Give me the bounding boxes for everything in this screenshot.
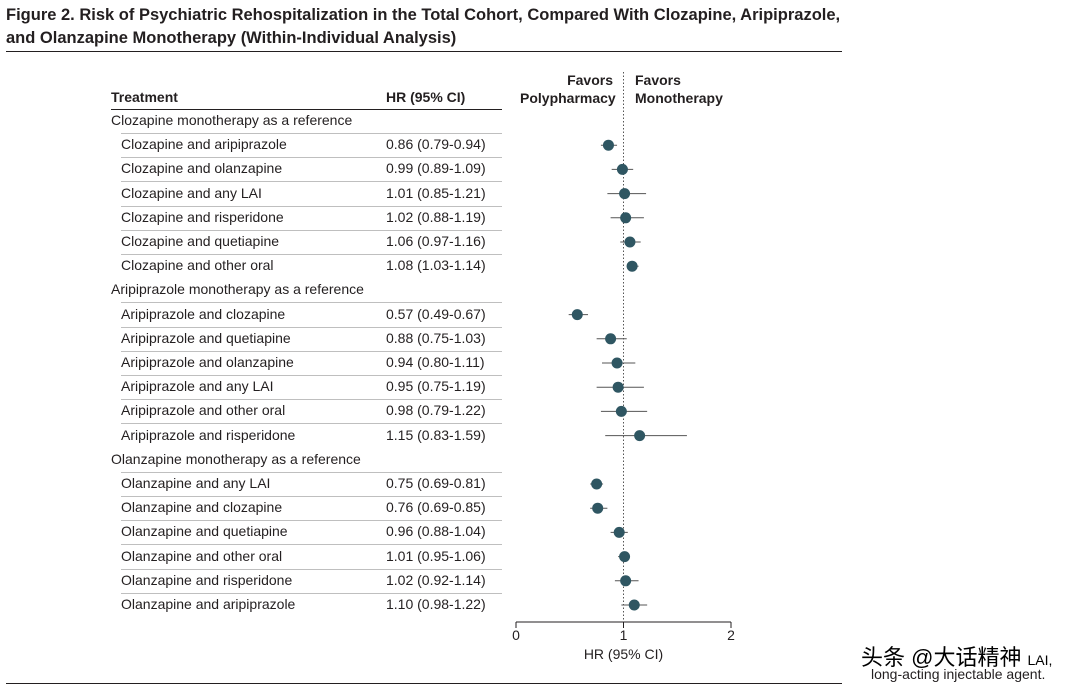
treatment-label: Clozapine and quetiapine — [121, 233, 280, 249]
hr-ci-value: 0.86 (0.79-0.94) — [386, 136, 486, 153]
row-separator — [121, 157, 502, 158]
hr-ci-value: 1.02 (0.92-1.14) — [386, 571, 486, 588]
treatment-label: Clozapine and any LAI — [121, 184, 262, 201]
hr-point — [624, 236, 636, 248]
hr-point — [571, 309, 583, 321]
row-separator — [121, 206, 502, 207]
watermark: 头条 @大话精神 LAI, — [861, 640, 1052, 672]
favors-left-line2: Polypharmacy — [520, 90, 616, 106]
hr-ci-value: 0.57 (0.49-0.67) — [386, 305, 486, 322]
treatment-label: Olanzapine and any LAI — [121, 475, 271, 491]
row-separator — [121, 302, 502, 303]
header-rule — [111, 109, 502, 110]
x-tick-label: 2 — [727, 627, 735, 643]
treatment-label: Olanzapine and aripiprazole — [121, 596, 296, 612]
treatment-label: Aripiprazole and any LAI — [121, 378, 274, 395]
watermark-overlay-text: LAI, — [1027, 652, 1053, 668]
hr-ci-value: 1.01 (0.95-1.06) — [386, 547, 486, 564]
hr-point — [626, 260, 638, 272]
hr-ci-value: 1.08 (1.03-1.14) — [386, 257, 486, 274]
title-rule — [6, 51, 842, 52]
hr-ci-value: 0.95 (0.75-1.19) — [386, 378, 486, 395]
row-separator — [121, 133, 502, 134]
favors-right-line2: Monotherapy — [635, 90, 723, 106]
hr-point — [620, 212, 632, 224]
group-label: Aripiprazole monotherapy as a reference — [111, 281, 364, 298]
hr-point — [619, 188, 631, 200]
hr-point — [628, 599, 640, 611]
group-label: Clozapine monotherapy as a reference — [111, 112, 353, 128]
row-separator — [121, 569, 502, 570]
row-separator — [121, 230, 502, 231]
hr-point — [634, 430, 646, 442]
row-separator — [121, 593, 502, 594]
favors-polypharmacy-label: Favors Polypharmacy — [520, 71, 616, 107]
treatment-label: Aripiprazole and other oral — [121, 402, 286, 419]
favors-monotherapy-label: Favors Monotherapy — [635, 71, 735, 107]
hr-ci-value: 1.10 (0.98-1.22) — [386, 596, 486, 612]
x-axis-label: HR (95% CI) — [584, 646, 663, 662]
hr-point — [613, 526, 625, 538]
hr-ci-value: 1.06 (0.97-1.16) — [386, 233, 486, 249]
row-separator — [121, 472, 502, 473]
treatment-label: Olanzapine and clozapine — [121, 499, 283, 516]
hr-point — [620, 575, 632, 587]
x-tick-label: 0 — [512, 627, 520, 643]
hr-ci-value: 0.96 (0.88-1.04) — [386, 523, 486, 540]
row-separator — [121, 520, 502, 521]
col-header-treatment: Treatment — [111, 89, 178, 105]
bottom-rule — [6, 683, 842, 684]
treatment-label: Olanzapine and other oral — [121, 547, 283, 564]
row-separator — [121, 496, 502, 497]
treatment-label: Clozapine and risperidone — [121, 208, 284, 225]
hr-ci-value: 0.76 (0.69-0.85) — [386, 499, 486, 516]
row-separator — [121, 327, 502, 328]
hr-point — [592, 502, 604, 514]
col-header-hr: HR (95% CI) — [386, 89, 466, 105]
hr-ci-value: 1.15 (0.83-1.59) — [386, 426, 486, 443]
hr-ci-value: 0.99 (0.89-1.09) — [386, 160, 486, 177]
hr-point — [591, 478, 603, 490]
hr-point — [616, 163, 628, 175]
treatment-label: Clozapine and aripiprazole — [121, 136, 287, 153]
row-separator — [121, 181, 502, 182]
treatment-label: Clozapine and olanzapine — [121, 160, 283, 177]
treatment-label: Aripiprazole and quetiapine — [121, 329, 291, 346]
x-tick-label: 1 — [620, 627, 628, 643]
favors-left-line1: Favors — [567, 72, 613, 88]
figure-title: Figure 2. Risk of Psychiatric Rehospital… — [6, 6, 841, 47]
hr-ci-value: 0.94 (0.80-1.11) — [386, 354, 485, 370]
treatment-label: Olanzapine and quetiapine — [121, 523, 288, 540]
row-separator — [121, 254, 502, 255]
watermark-text: 头条 @大话精神 — [861, 645, 1022, 670]
treatment-label: Aripiprazole and clozapine — [121, 305, 286, 322]
treatment-label: Aripiprazole and olanzapine — [121, 354, 294, 370]
hr-ci-value: 0.88 (0.75-1.03) — [386, 329, 486, 346]
treatment-label: Clozapine and other oral — [121, 257, 274, 274]
hr-point — [615, 405, 627, 417]
hr-point — [602, 139, 614, 151]
hr-ci-value: 0.98 (0.79-1.22) — [386, 402, 486, 419]
row-separator — [121, 423, 502, 424]
group-label: Olanzapine monotherapy as a reference — [111, 450, 361, 467]
hr-point — [619, 551, 631, 563]
row-separator — [121, 351, 502, 352]
hr-point — [605, 333, 617, 345]
footnote: long-acting injectable agent. — [871, 666, 1046, 682]
favors-right-line1: Favors — [635, 72, 681, 88]
row-separator — [121, 375, 502, 376]
row-separator — [121, 544, 502, 545]
hr-ci-value: 0.75 (0.69-0.81) — [386, 475, 486, 491]
hr-ci-value: 1.01 (0.85-1.21) — [386, 184, 486, 201]
treatment-label: Aripiprazole and risperidone — [121, 426, 296, 443]
treatment-label: Olanzapine and risperidone — [121, 571, 293, 588]
hr-point — [611, 357, 623, 369]
row-separator — [121, 399, 502, 400]
hr-point — [612, 381, 624, 393]
hr-ci-value: 1.02 (0.88-1.19) — [386, 208, 486, 225]
